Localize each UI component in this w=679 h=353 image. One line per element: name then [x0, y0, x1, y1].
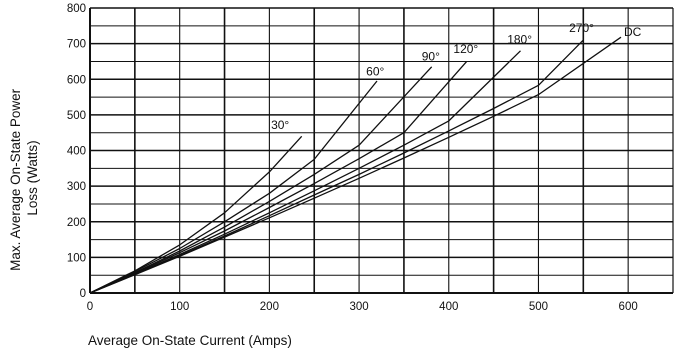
y-tick-label: 0: [80, 288, 86, 300]
x-tick-label: 400: [439, 301, 458, 313]
x-tick-label: 0: [87, 301, 93, 313]
x-tick-label: 200: [260, 301, 279, 313]
y-tick-label: 100: [67, 252, 86, 264]
x-tick-label: 300: [349, 301, 368, 313]
series-label-0: 30°: [271, 118, 289, 132]
series-label-5: 270°: [569, 21, 594, 35]
y-axis-label-line-1: Max. Average On-State Power: [8, 88, 23, 271]
x-tick-label: 500: [529, 301, 548, 313]
x-tick-label: 100: [170, 301, 189, 313]
y-tick-label: 200: [67, 217, 86, 229]
y-tick-label: 500: [67, 110, 86, 122]
x-tick-label: 600: [619, 301, 638, 313]
y-tick-label: 700: [67, 39, 86, 51]
y-tick-label: 400: [67, 146, 86, 158]
series-label-2: 90°: [422, 50, 440, 64]
series-line-6: [89, 36, 622, 294]
y-tick-label: 800: [67, 3, 86, 15]
series-line-1: [89, 80, 378, 294]
series-line-2: [89, 66, 433, 294]
series-label-4: 180°: [507, 33, 532, 47]
grid: [89, 7, 674, 294]
series-line-5: [89, 39, 584, 294]
series-label-3: 120°: [453, 42, 478, 56]
y-axis-label: Max. Average On-State Power Loss (Watts): [8, 85, 40, 271]
series-label-1: 60°: [366, 65, 384, 79]
x-axis-label: Average On-State Current (Amps): [88, 333, 292, 348]
y-tick-label: 300: [67, 181, 86, 193]
series-label-6: DC: [624, 25, 642, 39]
y-axis-label-line-2: Loss (Watts): [25, 140, 40, 215]
series-line-0: [89, 135, 303, 294]
series-labels: 30° 60° 90° 120° 180° 270° DC: [271, 21, 642, 132]
y-tick-label: 600: [67, 74, 86, 86]
series-lines: [89, 36, 622, 294]
series-line-4: [89, 50, 521, 294]
tick-labels: 0 100 200 300 400 500 600 700 800 0 100 200 300 400 50…: [67, 3, 638, 313]
series-line-3: [89, 60, 468, 294]
